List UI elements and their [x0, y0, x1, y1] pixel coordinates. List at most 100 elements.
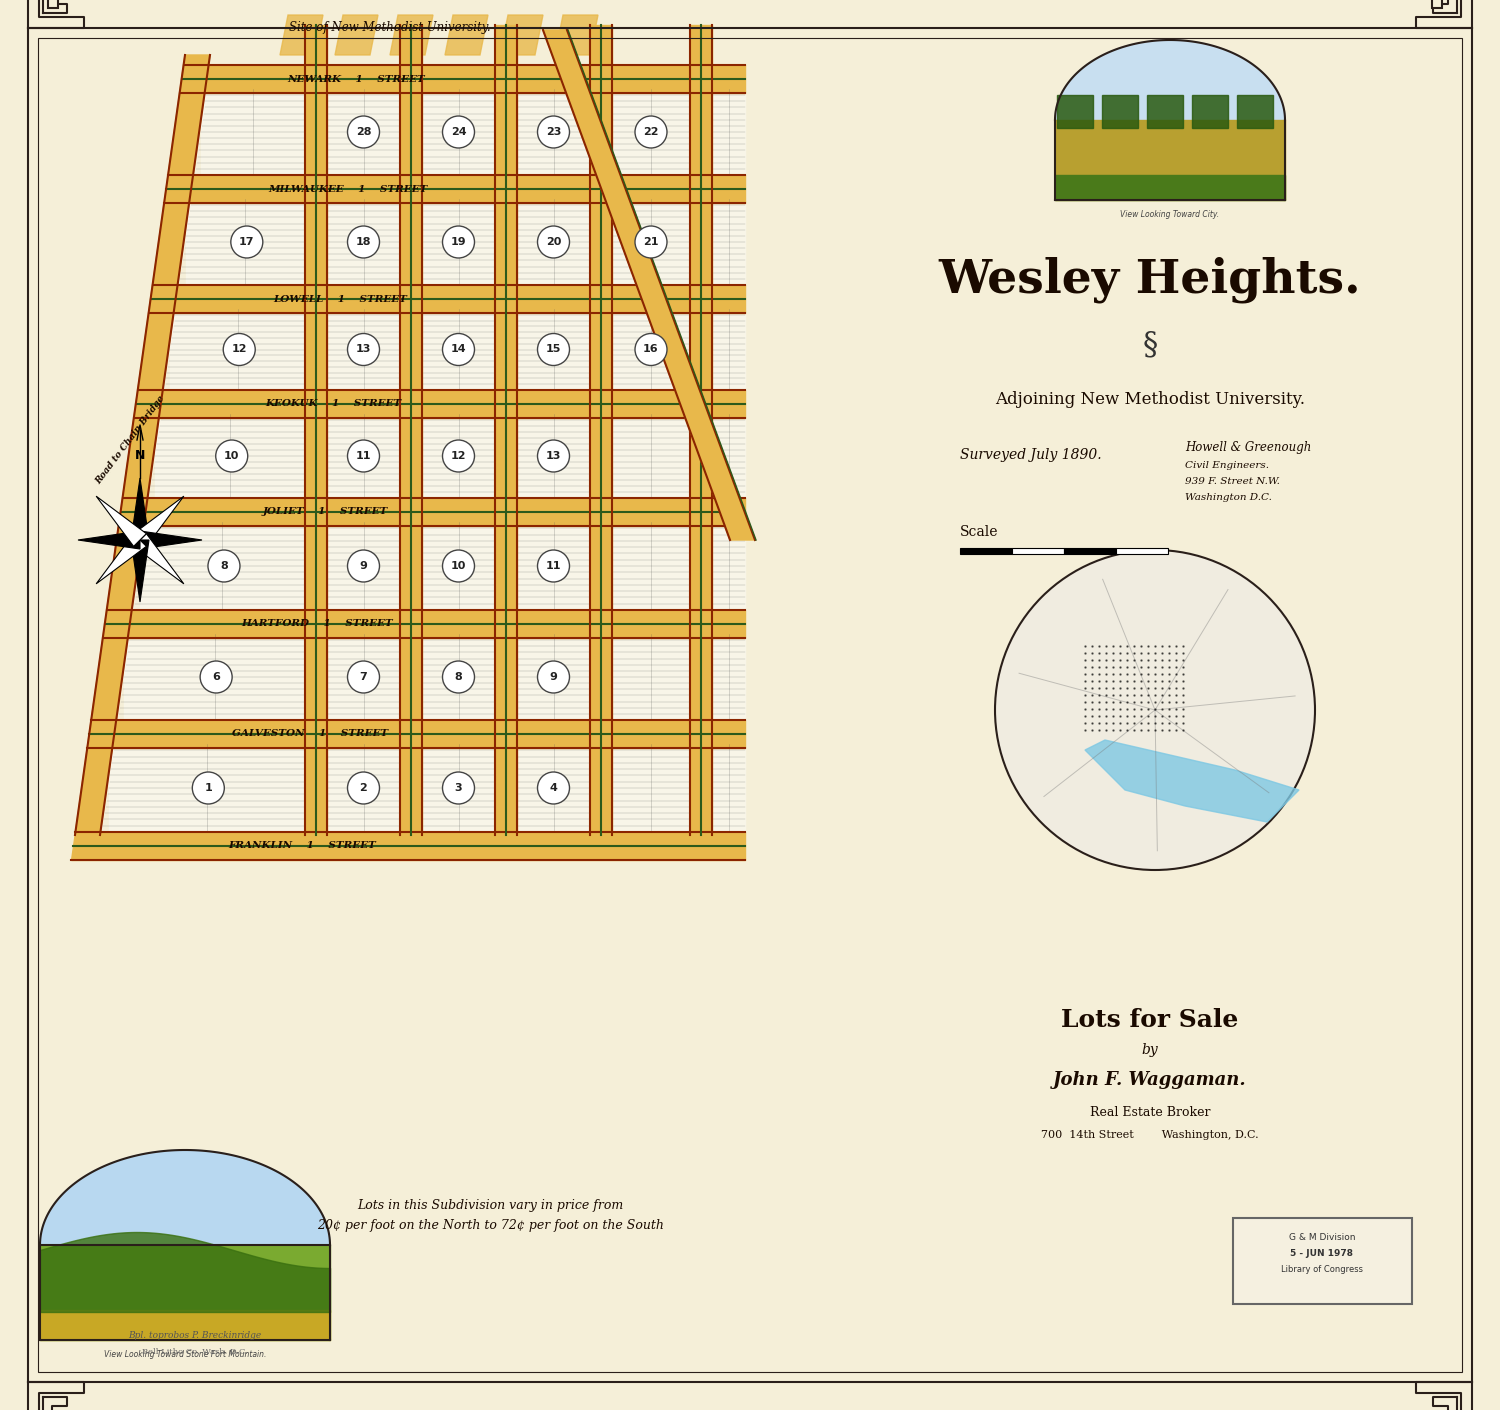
- Circle shape: [192, 773, 225, 804]
- Polygon shape: [1102, 94, 1138, 128]
- Polygon shape: [327, 415, 400, 498]
- Polygon shape: [518, 89, 590, 175]
- Circle shape: [634, 116, 668, 148]
- Text: 13: 13: [546, 451, 561, 461]
- Text: Lots for Sale: Lots for Sale: [1062, 1008, 1239, 1032]
- Polygon shape: [1054, 120, 1286, 200]
- Polygon shape: [148, 285, 746, 313]
- Text: Adjoining New Methodist University.: Adjoining New Methodist University.: [994, 392, 1305, 409]
- Polygon shape: [400, 25, 422, 835]
- Circle shape: [442, 226, 474, 258]
- Text: 9: 9: [549, 673, 558, 682]
- Circle shape: [634, 334, 668, 365]
- Text: Real Estate Broker: Real Estate Broker: [1089, 1105, 1210, 1118]
- Polygon shape: [1238, 94, 1274, 128]
- Text: 17: 17: [238, 237, 255, 247]
- Circle shape: [994, 550, 1316, 870]
- Polygon shape: [712, 89, 746, 175]
- Polygon shape: [96, 496, 147, 546]
- Bar: [1432, 0, 1442, 7]
- Polygon shape: [118, 498, 746, 526]
- Polygon shape: [590, 25, 612, 835]
- Polygon shape: [134, 496, 184, 546]
- Circle shape: [442, 116, 474, 148]
- Text: 20: 20: [546, 237, 561, 247]
- Text: 23: 23: [546, 127, 561, 137]
- Polygon shape: [40, 1310, 330, 1340]
- Polygon shape: [1013, 548, 1064, 554]
- Polygon shape: [40, 1245, 330, 1340]
- Text: Wesley Heights.: Wesley Heights.: [939, 257, 1362, 303]
- Polygon shape: [518, 522, 590, 611]
- Polygon shape: [712, 634, 746, 721]
- Polygon shape: [327, 199, 400, 285]
- Circle shape: [231, 226, 262, 258]
- Polygon shape: [690, 25, 712, 835]
- Polygon shape: [108, 744, 304, 832]
- Polygon shape: [1058, 94, 1094, 128]
- Polygon shape: [130, 540, 148, 602]
- Text: 8: 8: [454, 673, 462, 682]
- Polygon shape: [327, 309, 400, 391]
- Text: Washington D.C.: Washington D.C.: [1185, 493, 1272, 502]
- Polygon shape: [446, 16, 488, 55]
- Circle shape: [442, 773, 474, 804]
- Text: Surveyed July 1890.: Surveyed July 1890.: [960, 448, 1101, 462]
- Circle shape: [442, 661, 474, 692]
- Text: GALVESTON    1    STREET: GALVESTON 1 STREET: [231, 729, 387, 739]
- Text: 11: 11: [546, 561, 561, 571]
- Text: 14: 14: [450, 344, 466, 354]
- Circle shape: [200, 661, 232, 692]
- FancyBboxPatch shape: [1233, 1218, 1412, 1304]
- Text: KEOKUK    1    STREET: KEOKUK 1 STREET: [266, 399, 400, 409]
- Text: Bpl. toprobos P. Breckinridge: Bpl. toprobos P. Breckinridge: [129, 1331, 261, 1340]
- Circle shape: [348, 661, 380, 692]
- Polygon shape: [495, 25, 517, 835]
- Circle shape: [216, 440, 248, 472]
- Polygon shape: [130, 478, 148, 540]
- Text: NEWARK    1    STREET: NEWARK 1 STREET: [286, 75, 424, 83]
- Text: LOWELL    1    STREET: LOWELL 1 STREET: [273, 295, 406, 303]
- Text: 9: 9: [360, 561, 368, 571]
- Polygon shape: [422, 634, 495, 721]
- Polygon shape: [612, 415, 690, 498]
- Text: G & M Division: G & M Division: [1288, 1234, 1356, 1242]
- Polygon shape: [612, 309, 690, 391]
- Circle shape: [537, 550, 570, 582]
- Polygon shape: [72, 832, 746, 860]
- Polygon shape: [140, 532, 202, 548]
- Circle shape: [442, 440, 474, 472]
- Text: John F. Waggaman.: John F. Waggaman.: [1053, 1072, 1246, 1089]
- Text: Site of New Methodist University.: Site of New Methodist University.: [290, 21, 490, 34]
- Polygon shape: [612, 89, 690, 175]
- Polygon shape: [960, 548, 1012, 554]
- Polygon shape: [280, 16, 322, 55]
- Text: by: by: [1142, 1043, 1158, 1058]
- Text: 11: 11: [356, 451, 372, 461]
- Polygon shape: [612, 522, 690, 611]
- Text: 13: 13: [356, 344, 370, 354]
- Text: 19: 19: [450, 237, 466, 247]
- Text: Road to Chain Bridge: Road to Chain Bridge: [94, 393, 166, 486]
- Polygon shape: [1054, 39, 1286, 120]
- Polygon shape: [422, 522, 495, 611]
- Text: 20¢ per foot on the North to 72¢ per foot on the South: 20¢ per foot on the North to 72¢ per foo…: [316, 1218, 663, 1231]
- Polygon shape: [186, 199, 304, 285]
- Bar: [48, 0, 58, 7]
- Text: 12: 12: [231, 344, 248, 354]
- Text: 700  14th Street        Washington, D.C.: 700 14th Street Washington, D.C.: [1041, 1129, 1258, 1141]
- Text: 24: 24: [450, 127, 466, 137]
- Polygon shape: [75, 55, 210, 835]
- Polygon shape: [327, 522, 400, 611]
- Polygon shape: [712, 522, 746, 611]
- Text: Lots in this Subdivision vary in price from: Lots in this Subdivision vary in price f…: [357, 1198, 622, 1211]
- Circle shape: [209, 550, 240, 582]
- Polygon shape: [518, 309, 590, 391]
- Text: 28: 28: [356, 127, 372, 137]
- Polygon shape: [334, 16, 378, 55]
- Circle shape: [348, 116, 380, 148]
- Text: §: §: [1143, 330, 1158, 361]
- Circle shape: [348, 440, 380, 472]
- Polygon shape: [124, 634, 304, 721]
- Circle shape: [537, 661, 570, 692]
